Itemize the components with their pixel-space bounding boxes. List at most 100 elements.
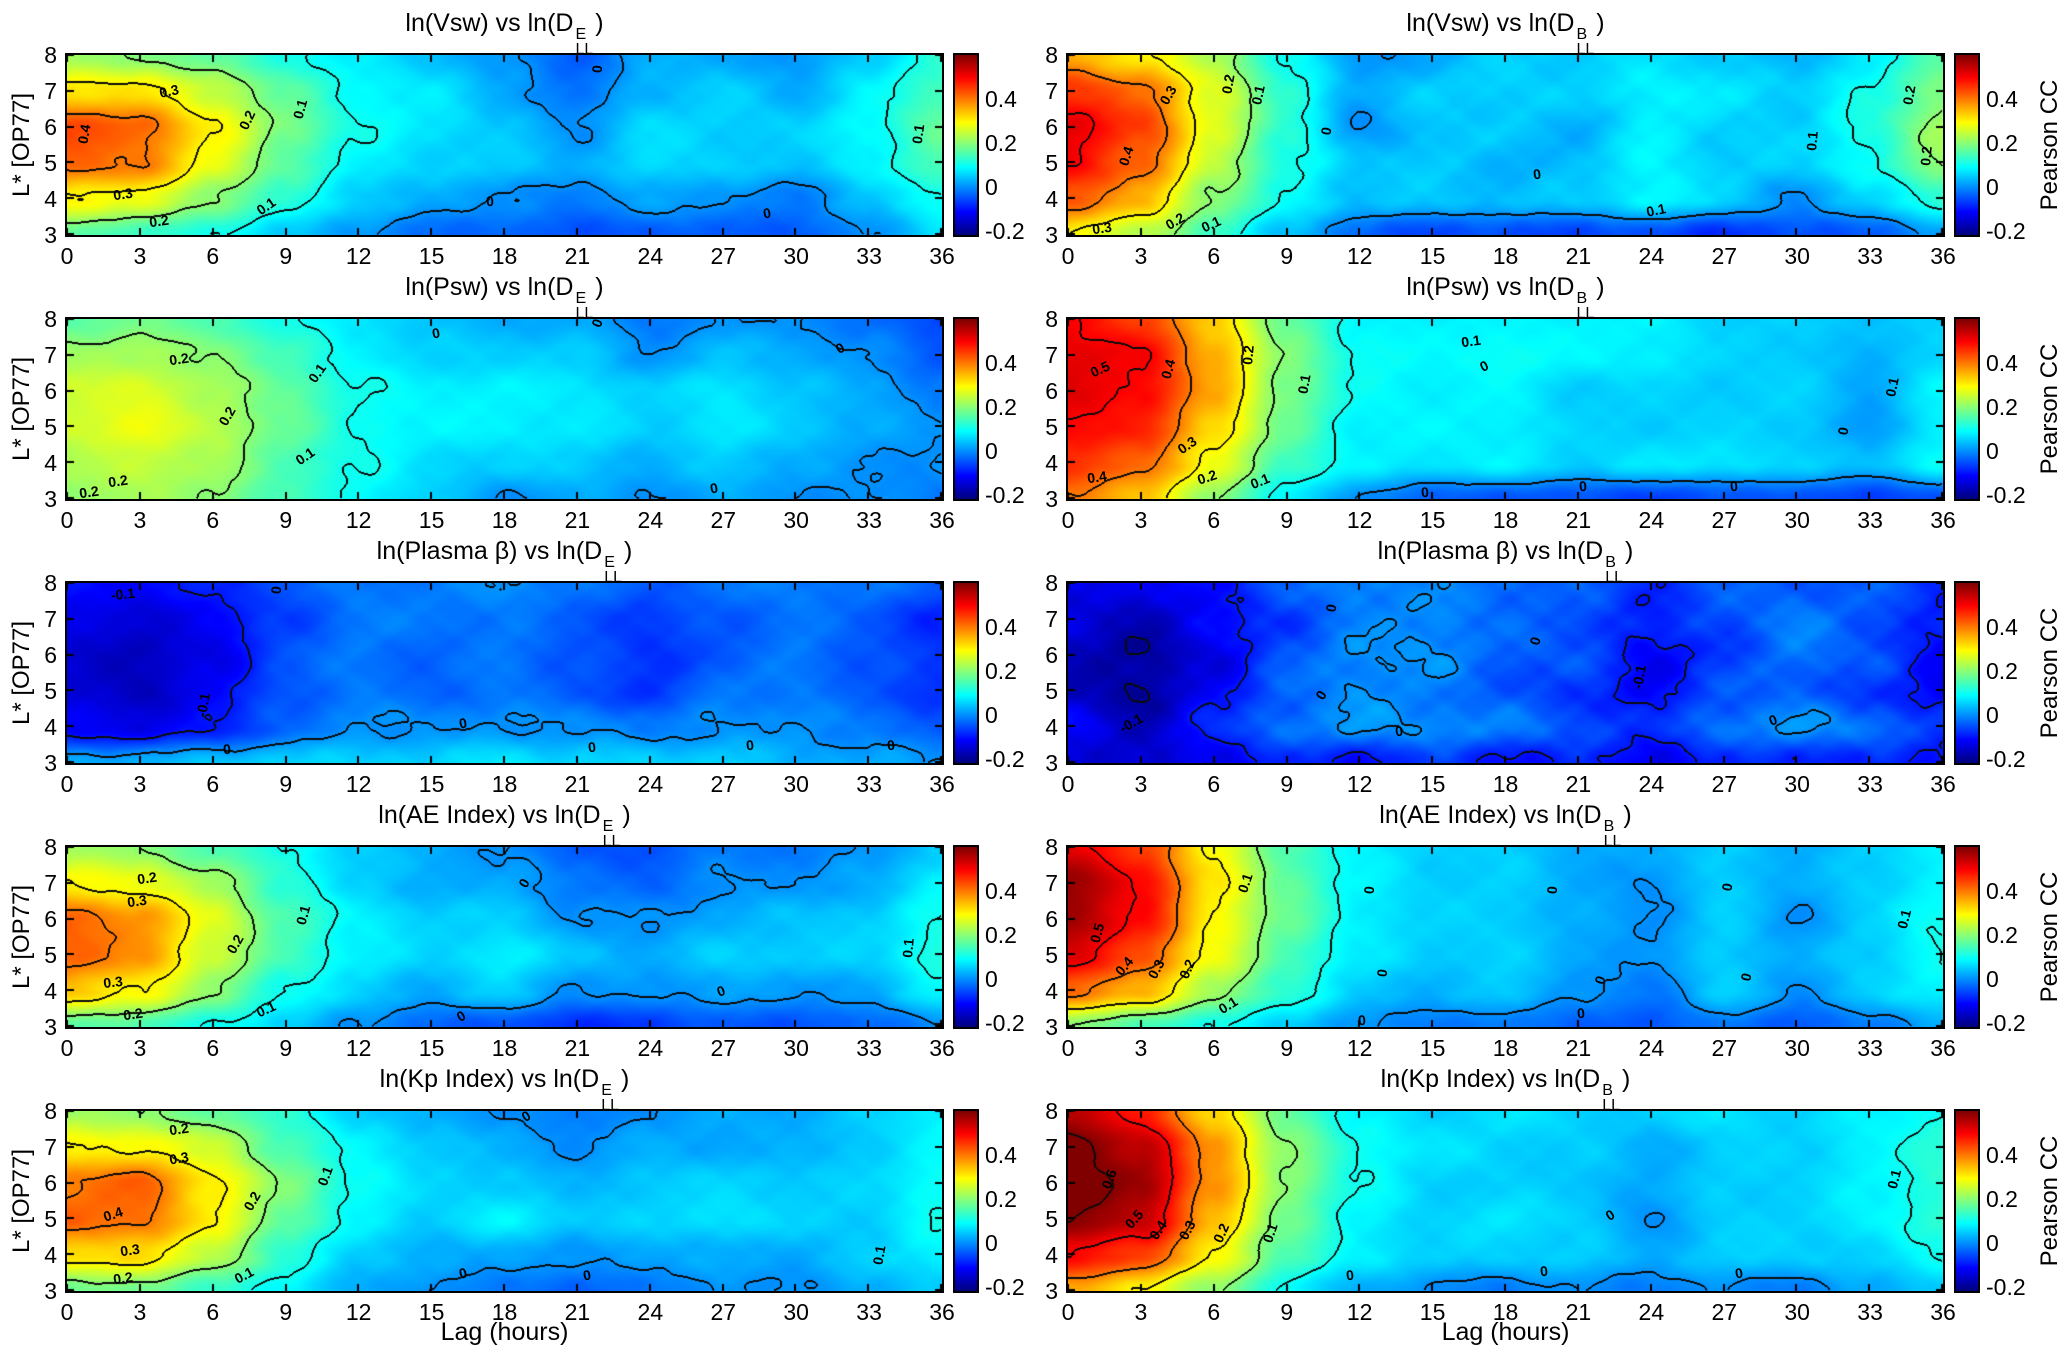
x-tick-label: 18 xyxy=(1492,243,1519,269)
x-tick-label: 27 xyxy=(710,1035,737,1061)
x-tick-label: 12 xyxy=(345,507,372,533)
contour-label: 0 xyxy=(587,738,597,756)
x-tick-label: 9 xyxy=(1280,507,1294,533)
y-tick-label: 7 xyxy=(1045,1134,1058,1160)
colorbar xyxy=(1954,845,1980,1029)
colorbar-tick-label: -0.2 xyxy=(1986,481,2026,508)
x-tick-label: 6 xyxy=(206,1299,220,1325)
panel-title: ln(Vsw) vs ln(D B LL) xyxy=(1068,9,1943,58)
contour-label: 0.3 xyxy=(112,184,134,203)
contour-label: 0.2 xyxy=(1239,344,1257,366)
y-tick-label: 3 xyxy=(44,486,57,512)
contour-heatmap-canvas xyxy=(1066,53,1945,237)
colorbar-tick-label: 0.2 xyxy=(1986,393,2018,420)
x-tick-label: 36 xyxy=(929,243,955,269)
colorbar-tick-label: 0.4 xyxy=(1986,877,2018,904)
y-tick-label: 4 xyxy=(44,1242,57,1268)
colorbar xyxy=(1954,1109,1980,1293)
colorbar xyxy=(953,317,979,501)
y-tick-label: 4 xyxy=(1045,978,1058,1004)
y-axis-label: L* [OP77] xyxy=(8,620,35,726)
x-tick-label: 33 xyxy=(1857,771,1883,797)
y-tick-label: 5 xyxy=(1045,150,1058,176)
x-tick-label: 24 xyxy=(1638,1299,1665,1325)
contour-heatmap-canvas xyxy=(65,1109,944,1293)
x-tick-label: 9 xyxy=(279,243,293,269)
x-tick-label: 18 xyxy=(491,1035,518,1061)
x-tick-label: 3 xyxy=(1134,771,1148,797)
panel-title-sup: B xyxy=(1576,26,1588,43)
x-tick-label: 24 xyxy=(637,1299,664,1325)
contour-label: 0.1 xyxy=(899,937,917,959)
colorbar-tick-label: 0.4 xyxy=(1986,349,2018,376)
panel-title-pre: ln(AE Index) vs ln(D xyxy=(378,801,601,829)
x-tick-label: 15 xyxy=(418,771,445,797)
y-tick-label: 4 xyxy=(1045,714,1058,740)
x-tick-label: 30 xyxy=(783,1035,809,1061)
colorbar-tick-label: 0.4 xyxy=(985,613,1017,640)
contour-label: 0.1 xyxy=(1294,372,1314,395)
y-tick-label: 8 xyxy=(44,42,57,68)
contour-label: 0.2 xyxy=(107,471,129,491)
colorbar xyxy=(953,581,979,765)
colorbar-tick-label: 0.2 xyxy=(985,921,1017,948)
colorbar-tick-label: 0 xyxy=(985,173,998,200)
contour-label: 0.4 xyxy=(1086,468,1108,487)
contour-label: 0.1 xyxy=(1460,331,1483,350)
x-tick-label: 18 xyxy=(491,243,518,269)
y-tick-label: 7 xyxy=(44,78,57,104)
x-tick-label: 36 xyxy=(1930,507,1956,533)
panel-title-pre: ln(Plasma β) vs ln(D xyxy=(376,537,603,565)
x-tick-label: 30 xyxy=(1784,1035,1810,1061)
x-tick-label: 9 xyxy=(279,507,293,533)
x-tick-label: 30 xyxy=(1784,243,1810,269)
x-tick-label: 27 xyxy=(710,1299,737,1325)
y-tick-label: 6 xyxy=(1045,906,1058,932)
x-tick-label: 12 xyxy=(1346,1299,1373,1325)
x-tick-label: 0 xyxy=(60,243,74,269)
contour-heatmap-canvas xyxy=(1066,317,1945,501)
y-axis-label: L* [OP77] xyxy=(8,92,35,198)
y-tick-label: 7 xyxy=(44,342,57,368)
y-tick-label: 6 xyxy=(1045,114,1058,140)
colorbar-tick-label: 0.4 xyxy=(1986,85,2018,112)
x-tick-label: 27 xyxy=(1711,507,1738,533)
x-tick-label: 6 xyxy=(206,507,220,533)
y-tick-label: 6 xyxy=(44,114,57,140)
x-tick-label: 0 xyxy=(60,771,74,797)
colorbar-tick-label: -0.2 xyxy=(1986,1273,2026,1300)
y-tick-label: 5 xyxy=(1045,1206,1058,1232)
colorbar-tick-label: 0.2 xyxy=(985,129,1017,156)
x-tick-label: 33 xyxy=(1857,1299,1883,1325)
x-tick-label: 12 xyxy=(1346,243,1373,269)
y-tick-label: 6 xyxy=(1045,1170,1058,1196)
y-tick-label: 6 xyxy=(44,906,57,932)
panel-title-sup: E xyxy=(601,1082,612,1099)
contour-label: 0 xyxy=(267,585,285,595)
y-axis-label: L* [OP77] xyxy=(8,884,35,990)
x-tick-label: 3 xyxy=(1134,507,1148,533)
contour-heatmap-canvas xyxy=(65,317,944,501)
contour-heatmap-canvas xyxy=(65,581,944,765)
colorbar-tick-label: 0.4 xyxy=(985,877,1017,904)
y-tick-label: 8 xyxy=(1045,834,1058,860)
y-tick-label: 8 xyxy=(44,306,57,332)
panel-title-sup: E xyxy=(602,818,614,835)
contour-label: 0.2 xyxy=(121,1005,144,1024)
colorbar-tick-label: 0.4 xyxy=(985,349,1017,376)
x-tick-label: 3 xyxy=(1134,1299,1148,1325)
y-tick-label: 8 xyxy=(1045,570,1058,596)
contour-label: 0.3 xyxy=(119,1240,141,1259)
y-tick-label: 3 xyxy=(1045,1014,1058,1040)
x-tick-label: 0 xyxy=(1061,771,1075,797)
colorbar-tick-label: 0 xyxy=(1986,173,1999,200)
y-tick-label: 8 xyxy=(44,1098,57,1124)
x-tick-label: 0 xyxy=(60,1035,74,1061)
contour-label: 0.1 xyxy=(1802,130,1821,152)
x-tick-label: 24 xyxy=(637,243,664,269)
contour-label: 0.2 xyxy=(112,1269,134,1288)
x-tick-label: 24 xyxy=(637,771,664,797)
y-tick-label: 4 xyxy=(44,978,57,1004)
x-tick-label: 21 xyxy=(564,1035,591,1061)
colorbar-tick-label: -0.2 xyxy=(985,745,1025,772)
